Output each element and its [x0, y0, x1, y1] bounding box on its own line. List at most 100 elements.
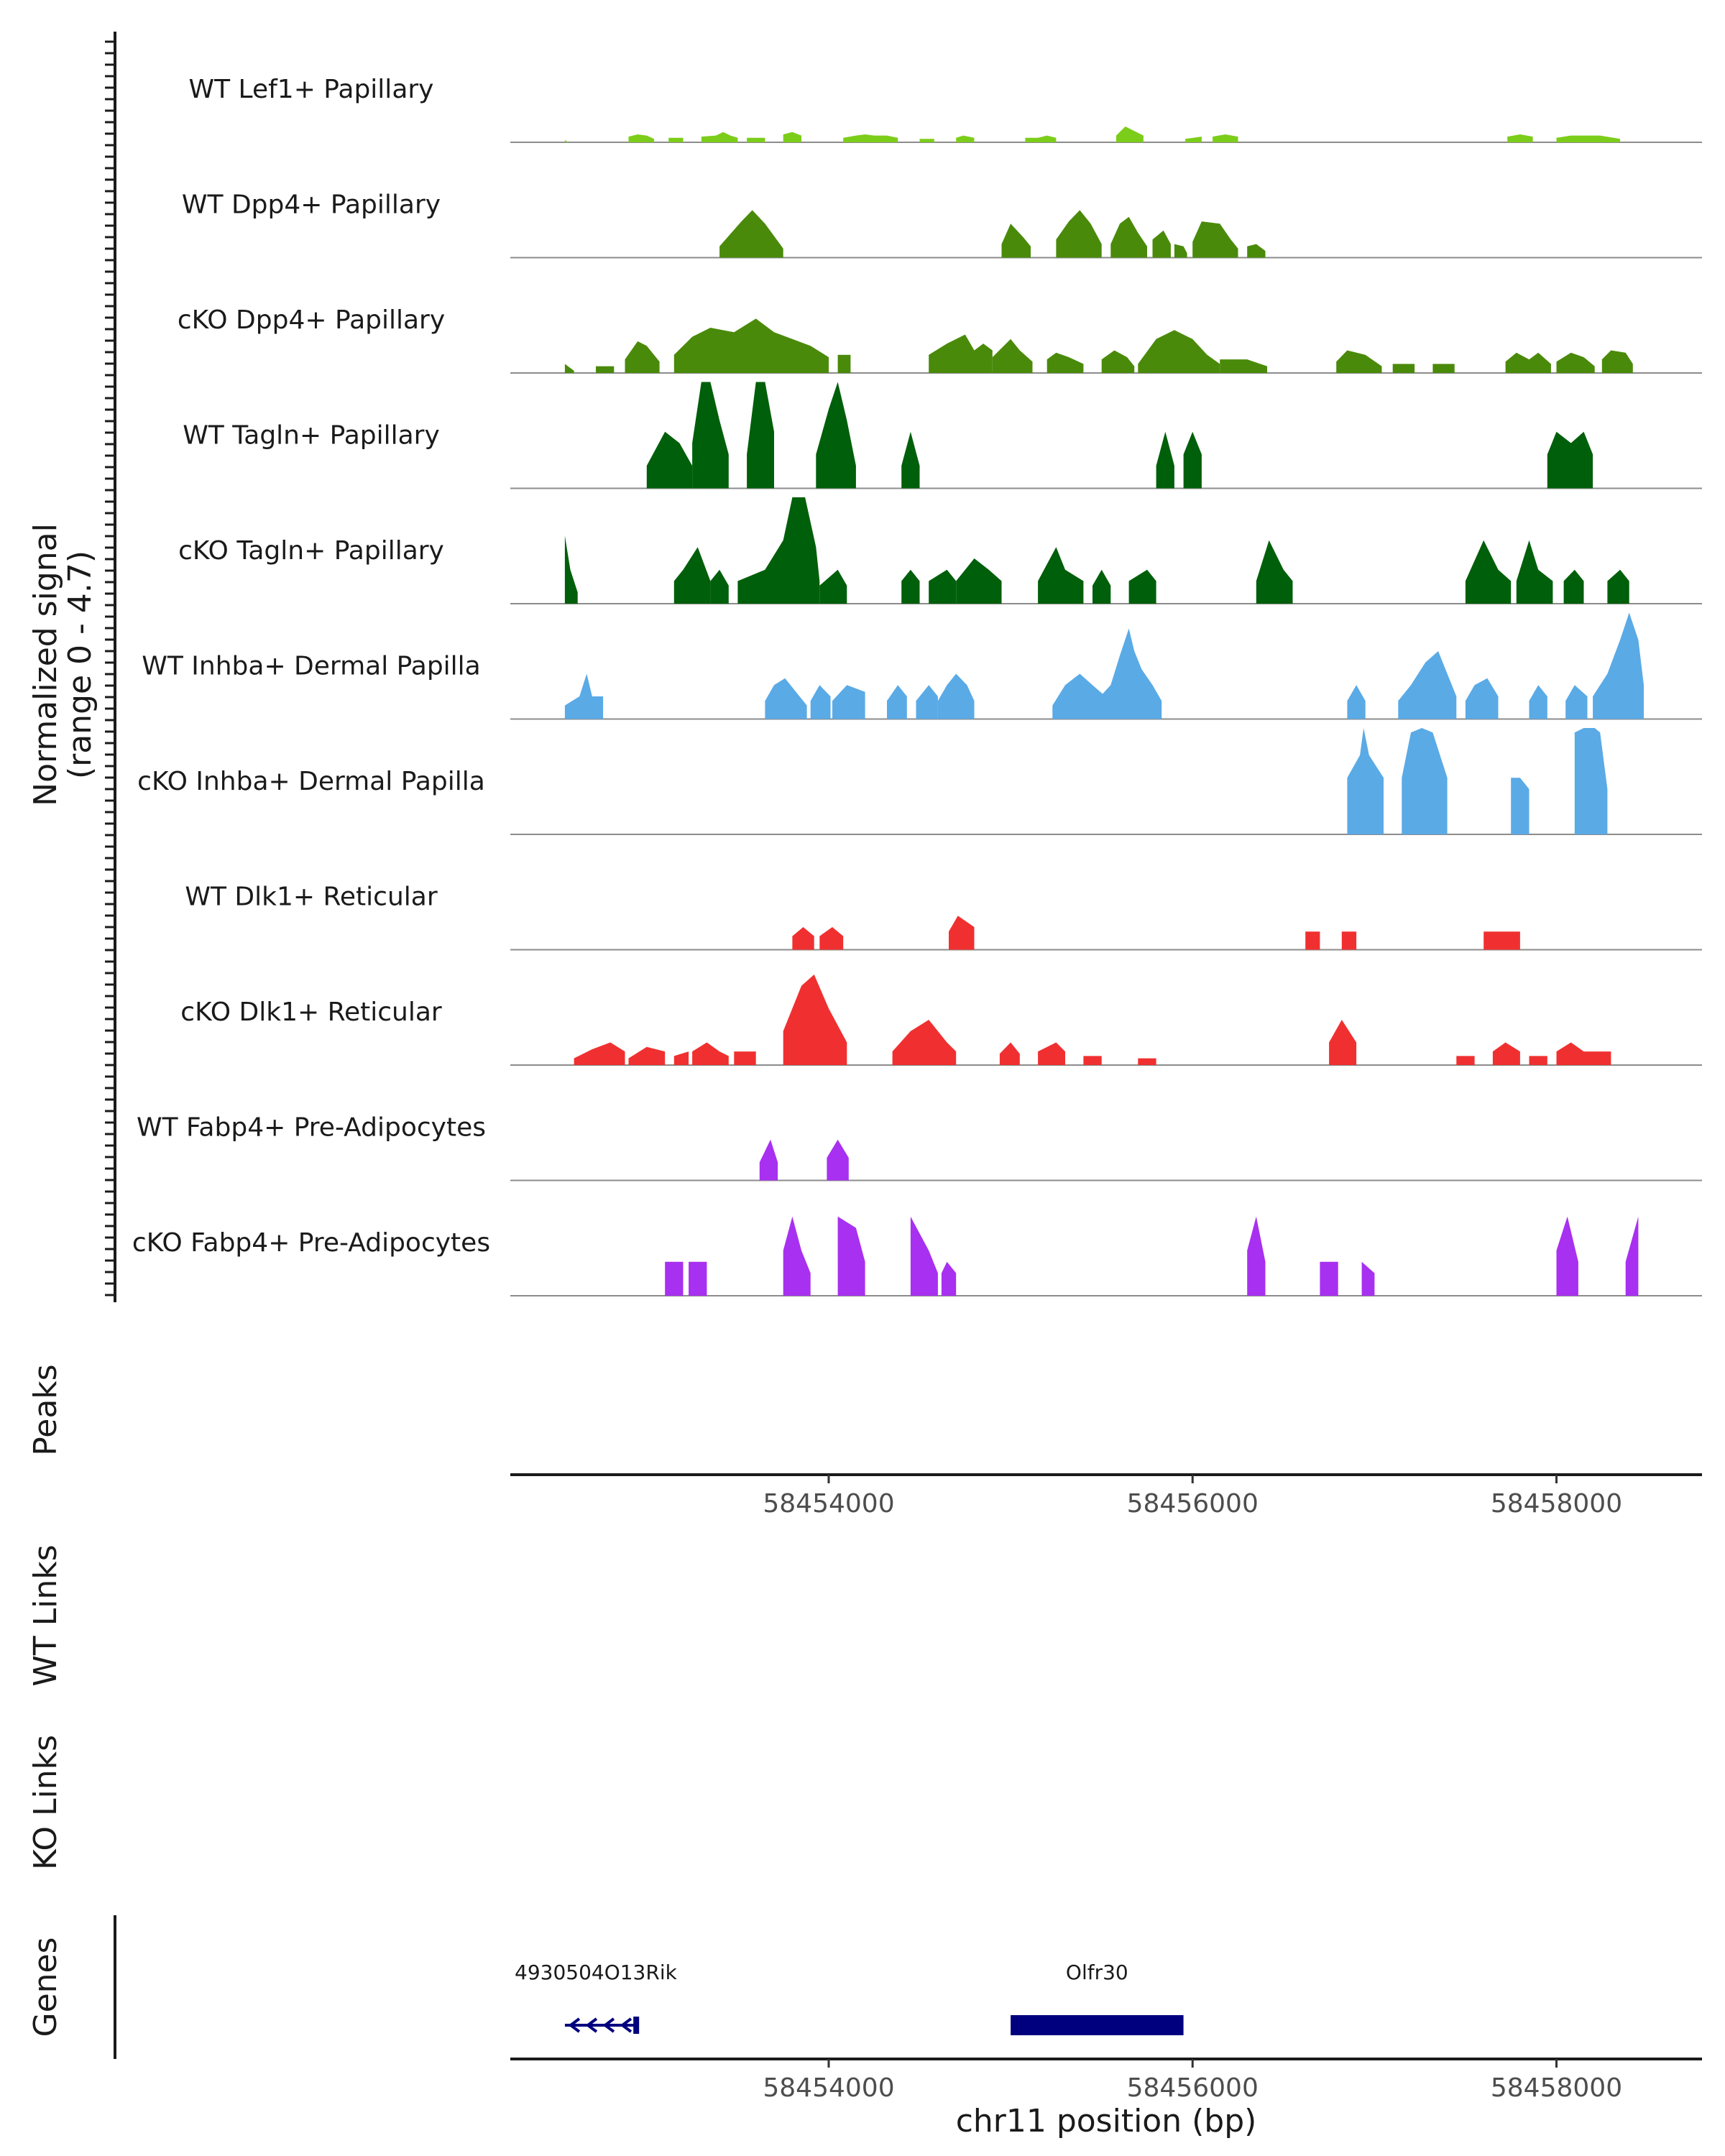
signal-peak: [673, 547, 711, 604]
track-label: WT Tagln+ Papillary: [183, 421, 440, 451]
signal-peak: [783, 132, 801, 142]
signal-peak: [1116, 126, 1144, 142]
signal-peak: [956, 558, 1002, 604]
signal-peak: [1185, 137, 1202, 142]
signal-peak: [999, 1042, 1020, 1065]
signal-peak: [692, 1042, 729, 1065]
signal-peak: [819, 569, 847, 604]
track-1: WT Lef1+ Papillary: [189, 75, 1702, 143]
signal-peak: [1025, 135, 1057, 142]
signal-peak: [668, 137, 684, 142]
wt-links-panel-label: WT Links: [27, 1544, 64, 1686]
signal-peak: [1341, 931, 1357, 950]
signal-peak: [1601, 350, 1633, 373]
gene-4930504O13Rik: 4930504O13Rik: [515, 1961, 678, 2034]
signal-peak: [1336, 350, 1382, 373]
peaks-x-axis: 58454000 58456000 58458000: [763, 1475, 1622, 1519]
x-axis-label: chr11 position (bp): [956, 2103, 1257, 2139]
signal-peak: [783, 975, 847, 1065]
signal-peak: [941, 1261, 957, 1296]
signal-peak: [673, 1051, 689, 1065]
signal-peak: [734, 1051, 756, 1065]
track-label: cKO Fabp4+ Pre-Adipocytes: [132, 1228, 490, 1258]
signal-peak: [837, 354, 851, 373]
gene-exon: [633, 2017, 640, 2034]
signal-peak: [1092, 569, 1111, 604]
signal-peak: [810, 685, 831, 719]
signal-peak: [1347, 685, 1366, 719]
track-label: cKO Inhba+ Dermal Papilla: [137, 767, 485, 796]
signal-peak: [765, 678, 807, 719]
track-label: WT Dlk1+ Reticular: [185, 883, 437, 912]
signal-peak: [837, 1216, 865, 1296]
signal-peak: [1096, 628, 1162, 719]
track-6: WT Inhba+ Dermal Papilla: [142, 612, 1702, 720]
signal-peak: [1492, 1042, 1520, 1065]
signal-peak: [737, 497, 820, 604]
signal-peak: [1556, 1216, 1578, 1296]
signal-peak: [1563, 569, 1584, 604]
signal-peak: [564, 535, 578, 604]
track-label: cKO Dlk1+ Reticular: [180, 998, 442, 1027]
signal-peak: [919, 139, 934, 142]
signal-peak: [719, 210, 783, 258]
track-9: cKO Dlk1+ Reticular: [180, 975, 1702, 1066]
signal-peak: [564, 139, 569, 142]
signal-peak: [1052, 673, 1111, 719]
track-label: WT Inhba+ Dermal Papilla: [142, 652, 480, 681]
signal-peak: [1152, 230, 1171, 258]
signal-peak: [701, 132, 738, 142]
signal-peak: [692, 382, 729, 489]
signal-peak: [1529, 1056, 1547, 1065]
signal-peak: [1432, 364, 1455, 373]
x-tick-label: 58454000: [763, 1489, 894, 1519]
signal-peak: [1192, 221, 1238, 258]
peaks-panel-label: Peaks: [27, 1364, 64, 1455]
signal-peak: [759, 1139, 778, 1181]
track-5: cKO Tagln+ Papillary: [178, 497, 1702, 604]
signal-peak: [1220, 359, 1267, 373]
signal-peak: [1056, 210, 1102, 258]
signal-peak: [646, 431, 693, 489]
strand-arrow: [620, 2017, 632, 2033]
signal-peak: [1507, 134, 1533, 142]
signal-peak: [1038, 1042, 1065, 1065]
signal-peak: [929, 334, 993, 373]
genes-x-axis: 58454000 58456000 58458000: [763, 2059, 1622, 2103]
signal-peak: [1556, 352, 1595, 373]
signal-peak: [937, 673, 975, 719]
track-label: cKO Dpp4+ Papillary: [178, 305, 445, 335]
strand-arrow: [585, 2017, 598, 2033]
strand-arrow: [568, 2017, 581, 2033]
track-11: cKO Fabp4+ Pre-Adipocytes: [132, 1216, 1702, 1296]
track-3: cKO Dpp4+ Papillary: [178, 305, 1702, 374]
signal-peak: [832, 685, 865, 719]
signal-peak: [710, 569, 729, 604]
signal-peak: [901, 431, 920, 489]
x-tick-label: 58456000: [1127, 2073, 1259, 2103]
signal-peak: [1038, 547, 1084, 604]
signal-peak: [1138, 1058, 1156, 1065]
signal-peak: [564, 364, 574, 373]
signal-peak: [819, 927, 844, 950]
signal-peak: [1156, 431, 1174, 489]
signal-peak: [956, 135, 975, 142]
x-tick-label: 58456000: [1127, 1489, 1259, 1519]
x-tick-label: 58458000: [1491, 1489, 1622, 1519]
signal-peak: [596, 366, 615, 373]
track-label: WT Dpp4+ Papillary: [182, 190, 441, 220]
gene-annotations: 4930504O13Rik Olfr30: [515, 1961, 1184, 2035]
genes-panel-label: Genes: [27, 1937, 64, 2037]
signal-peak: [1247, 1216, 1266, 1296]
signal-peak: [574, 1042, 625, 1065]
signal-peak: [1583, 1051, 1611, 1065]
strand-arrow: [602, 2017, 615, 2033]
signal-peak: [1305, 931, 1320, 950]
y-axis-range-label: (range 0 - 4.7): [62, 550, 98, 779]
signal-peak: [1565, 685, 1588, 719]
signal-peak: [949, 916, 975, 950]
track-8: WT Dlk1+ Reticular: [185, 883, 1702, 951]
gene-Olfr30: Olfr30: [1011, 1961, 1184, 2035]
signal-peak: [910, 1216, 938, 1296]
